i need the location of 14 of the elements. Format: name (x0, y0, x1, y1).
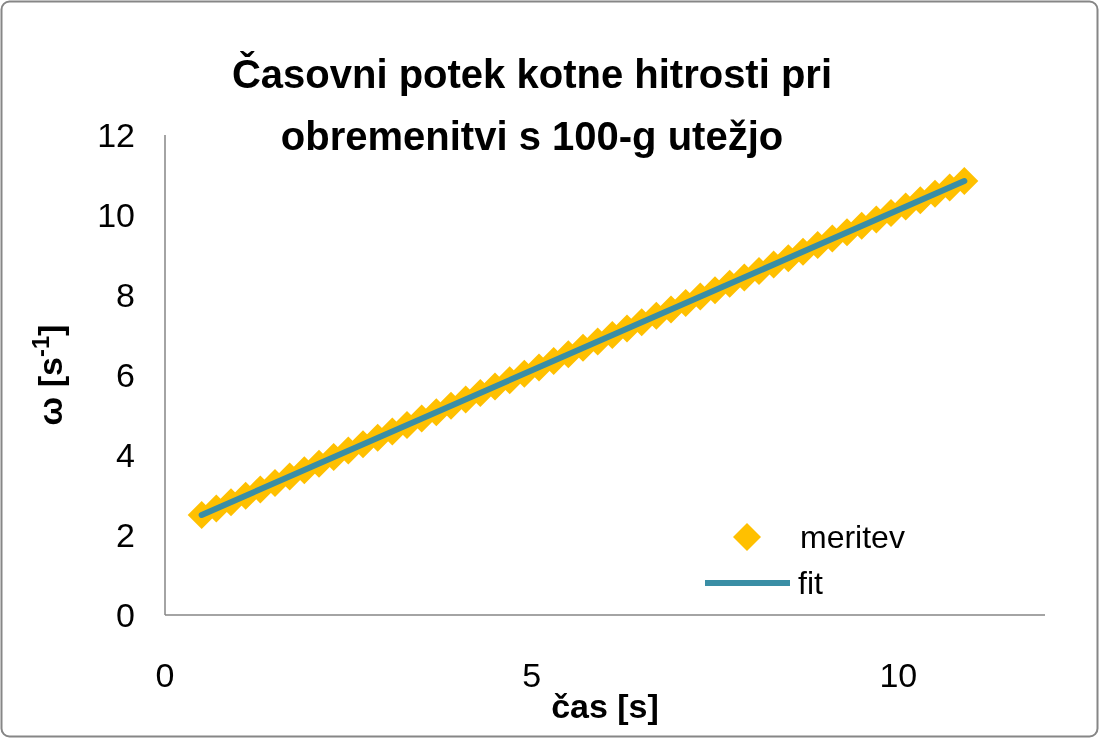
x-tick-label: 0 (155, 656, 175, 694)
chart-title: Časovni potek kotne hitrosti pri obremenitvi s 100-g utežjo (231, 51, 833, 158)
y-tick-label: 4 (116, 435, 135, 474)
x-axis-title: čas [s] (551, 687, 659, 725)
legend-label: meritev (800, 519, 905, 556)
y-tick-label: 12 (97, 115, 135, 154)
x-tick-label: 5 (522, 656, 542, 694)
y-tick-label: 2 (116, 515, 135, 554)
legend-label: fit (798, 565, 823, 602)
y-tick-label: 0 (116, 595, 135, 634)
x-tick-label: 10 (879, 656, 918, 694)
y-tick-label: 8 (116, 275, 135, 314)
y-tick-label: 6 (116, 355, 135, 394)
y-tick-label: 10 (97, 195, 135, 234)
